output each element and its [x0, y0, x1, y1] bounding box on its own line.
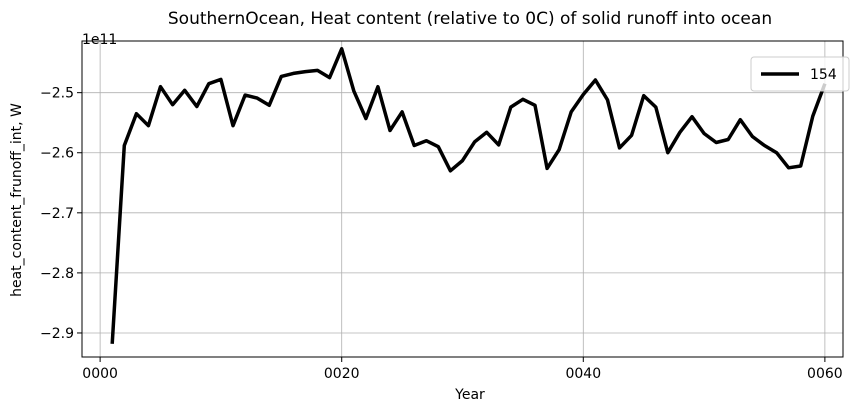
x-axis-label: Year [454, 387, 485, 403]
y-offset-label: 1e11 [82, 32, 117, 48]
legend-entry-154: 154 [810, 67, 837, 83]
legend-box [750, 56, 850, 92]
y-axis-ticks: −2.9 −2.8 −2.7 −2.6 −2.5 [40, 86, 82, 342]
legend: 154 [750, 56, 850, 92]
y-tick-label: −2.8 [40, 266, 74, 282]
series-line-154 [110, 47, 827, 344]
y-tick-label: −2.5 [40, 86, 74, 102]
y-axis-label: heat_content_frunoff_int, W [9, 103, 25, 297]
y-tick-label: −2.7 [40, 206, 74, 222]
series-layer [110, 47, 827, 344]
y-tick-label: −2.9 [40, 326, 74, 342]
grid-lines [82, 41, 843, 357]
chart-title: SouthernOcean, Heat content (relative to… [168, 9, 772, 29]
x-tick-label: 0040 [565, 366, 601, 382]
x-tick-label: 0000 [82, 366, 118, 382]
y-tick-label: −2.6 [40, 146, 74, 162]
plot-border [81, 40, 844, 358]
x-tick-label: 0020 [324, 366, 360, 382]
x-axis-ticks: 0000 0020 0040 0060 [82, 357, 843, 382]
x-tick-label: 0060 [807, 366, 843, 382]
plot-frame [81, 40, 844, 358]
